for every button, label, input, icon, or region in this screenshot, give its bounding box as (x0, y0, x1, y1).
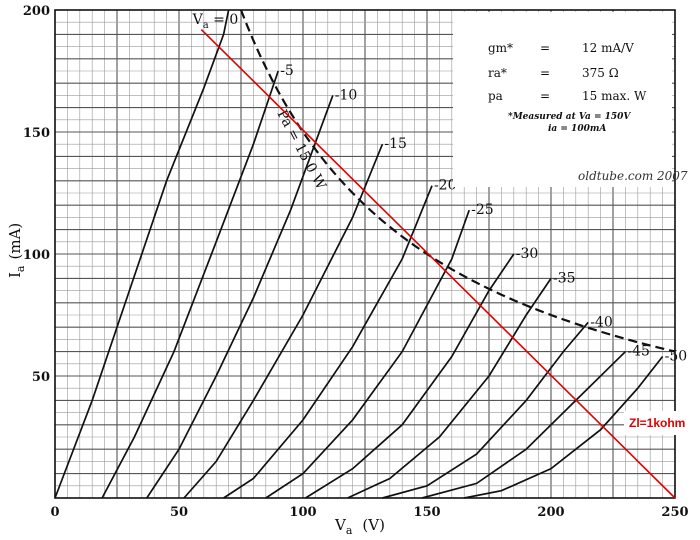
x-tick-label: 150 (413, 505, 440, 520)
info-note-measured: *Measured at Va = 150V (508, 112, 631, 122)
load-line-label: Zl=1kohm (629, 416, 685, 430)
info-value-gm: 12 mA/V (582, 41, 634, 55)
x-axis-title: Va (V) (334, 516, 385, 537)
y-tick-label: 150 (23, 126, 50, 141)
max-dissipation-curve (239, 9, 676, 353)
info-box-background (453, 12, 672, 187)
grid-curve-label: -25 (471, 202, 494, 218)
grid-curve (183, 143, 384, 499)
load-line-label-bg (624, 411, 692, 435)
info-note-current: ia = 100mA (548, 124, 606, 134)
grid-curve-label: -20 (434, 178, 457, 194)
grid-curve (421, 350, 626, 499)
grid-curve-label: -10 (335, 87, 358, 103)
grid-curve (223, 185, 433, 499)
y-tick-label: 100 (23, 248, 50, 263)
info-param-gm: gm* (488, 41, 513, 55)
grid-curve (464, 355, 664, 499)
y-axis-title: Ia(mA) (6, 223, 27, 278)
grid-curve-label: -30 (516, 246, 539, 262)
info-box: gm* = 12 mA/V ra* = 375 Ω pa = 15 max. W… (453, 12, 688, 187)
info-eq-ra: = (540, 66, 550, 80)
x-tick-label: 100 (289, 505, 316, 520)
grid-curve (101, 70, 280, 499)
grid-curve-label: Va = 0 (192, 12, 239, 31)
info-param-pa: pa (488, 89, 503, 103)
info-eq-gm: = (540, 41, 550, 55)
grid-curve (54, 9, 230, 499)
plot-frame (54, 9, 676, 499)
x-axis-ticks: 0 50 100 150 200 250 (50, 505, 688, 520)
grid-voltage-curves: Va = 0 -5 -10 -15 -20 -25 -30 -35 -40 -45 -50 (54, 9, 688, 499)
y-axis-ticks: 50 100 150 200 (23, 4, 50, 385)
x-tick-label: 200 (537, 505, 564, 520)
y-tick-label: 200 (23, 4, 50, 19)
grid-curve-label: -40 (590, 314, 613, 330)
x-tick-label: 250 (661, 505, 688, 520)
grid-curve (347, 277, 552, 499)
x-tick-label: 50 (170, 505, 188, 520)
info-eq-pa: = (540, 89, 550, 103)
grid-curve-label: -35 (553, 270, 576, 286)
grid-curve-label: -5 (280, 63, 294, 79)
grid (54, 9, 676, 499)
load-line (200, 28, 676, 499)
info-param-ra: ra* (488, 66, 507, 80)
x-tick-label: 0 (50, 505, 59, 520)
grid-curve (382, 321, 589, 499)
grid-curve (146, 95, 334, 499)
grid-curve (265, 209, 471, 499)
info-value-ra: 375 Ω (582, 66, 619, 80)
grid-curve (305, 253, 515, 499)
grid-curve-label: -45 (627, 344, 650, 360)
y-tick-label: 50 (32, 370, 50, 385)
info-value-pa: 15 max. W (582, 89, 647, 103)
grid-curve-label: -15 (384, 136, 407, 152)
watermark: oldtube.com 2007 (578, 169, 688, 183)
grid-curve-label: -50 (665, 348, 688, 364)
